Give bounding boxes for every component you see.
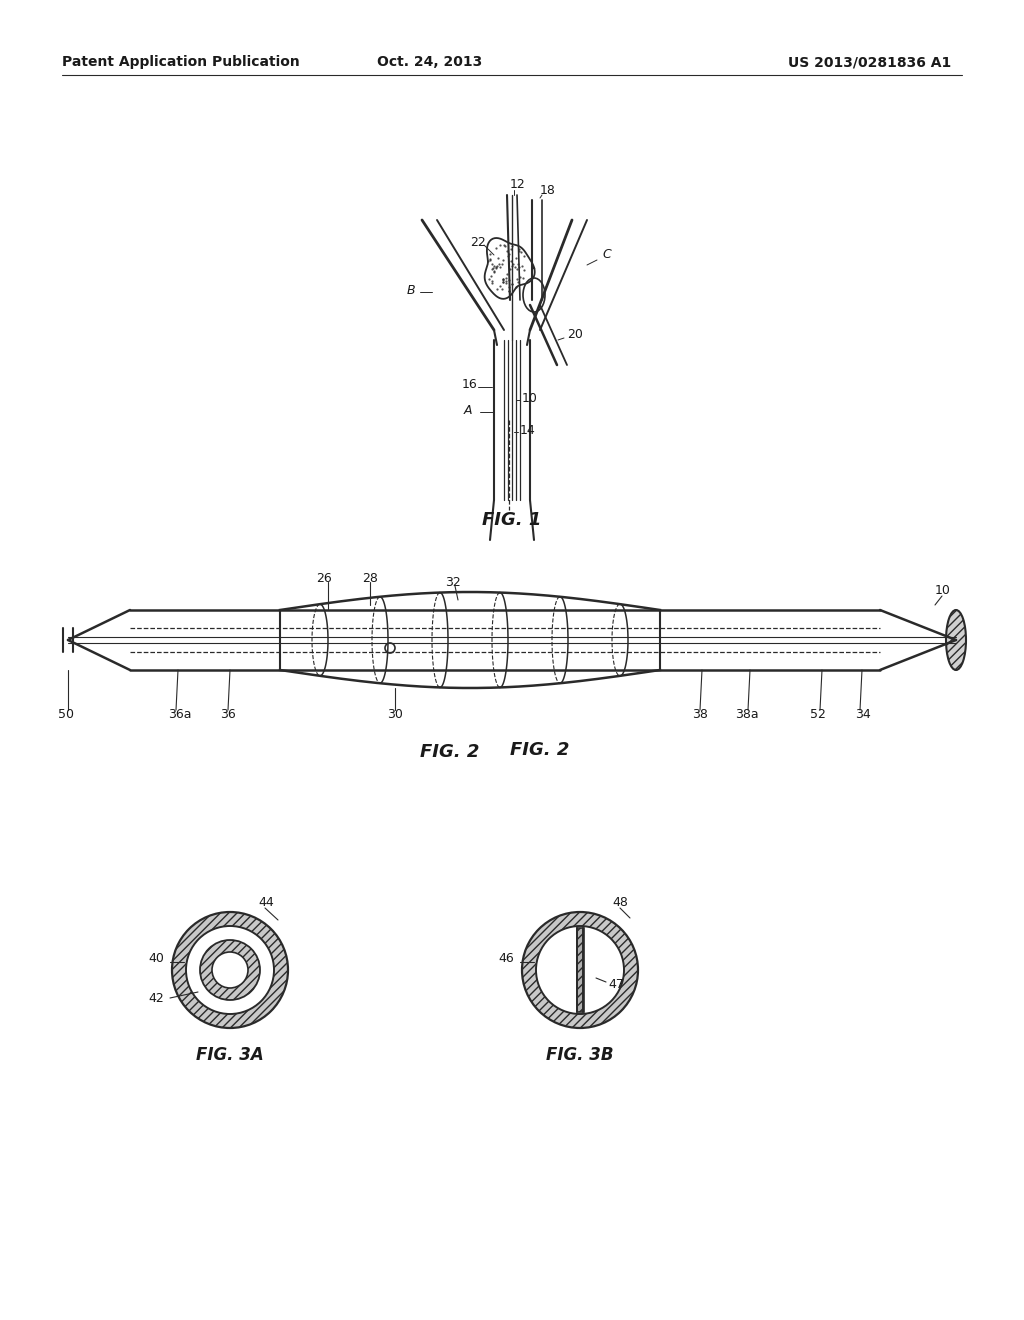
Text: US 2013/0281836 A1: US 2013/0281836 A1 <box>788 55 951 69</box>
Text: 36a: 36a <box>168 709 191 722</box>
Text: 32: 32 <box>445 576 461 589</box>
Text: 16: 16 <box>462 379 478 392</box>
Ellipse shape <box>522 912 638 1028</box>
Text: 28: 28 <box>362 572 378 585</box>
Text: FIG. 3A: FIG. 3A <box>197 1045 264 1064</box>
Text: 22: 22 <box>470 235 485 248</box>
Text: 44: 44 <box>258 895 273 908</box>
Text: 12: 12 <box>510 178 525 191</box>
Text: 48: 48 <box>612 895 628 908</box>
Text: 36: 36 <box>220 709 236 722</box>
Text: B: B <box>407 284 416 297</box>
Text: FIG. 3B: FIG. 3B <box>546 1045 613 1064</box>
Text: C: C <box>602 248 610 261</box>
Text: FIG. 2: FIG. 2 <box>420 743 479 762</box>
Text: 40: 40 <box>148 952 164 965</box>
Text: Oct. 24, 2013: Oct. 24, 2013 <box>378 55 482 69</box>
Ellipse shape <box>200 940 260 1001</box>
FancyBboxPatch shape <box>577 928 584 1012</box>
Text: FIG. 2: FIG. 2 <box>510 741 569 759</box>
Text: 46: 46 <box>498 952 514 965</box>
Text: 38: 38 <box>692 709 708 722</box>
Text: 52: 52 <box>810 709 826 722</box>
Ellipse shape <box>172 912 288 1028</box>
Text: 18: 18 <box>540 183 556 197</box>
Text: 20: 20 <box>567 329 583 342</box>
Ellipse shape <box>946 610 966 671</box>
Text: FIG. 1: FIG. 1 <box>482 511 542 529</box>
Ellipse shape <box>536 927 624 1014</box>
Text: 50: 50 <box>58 709 74 722</box>
Text: 42: 42 <box>148 991 164 1005</box>
Text: 38a: 38a <box>735 709 759 722</box>
Text: A: A <box>464 404 472 417</box>
Text: 10: 10 <box>935 583 951 597</box>
Text: 34: 34 <box>855 709 870 722</box>
Text: 14: 14 <box>520 424 536 437</box>
Text: Patent Application Publication: Patent Application Publication <box>62 55 300 69</box>
Text: 47: 47 <box>608 978 624 991</box>
Text: 30: 30 <box>387 709 402 722</box>
Text: 10: 10 <box>522 392 538 404</box>
Ellipse shape <box>186 927 274 1014</box>
Text: 26: 26 <box>316 572 332 585</box>
Ellipse shape <box>212 952 248 987</box>
